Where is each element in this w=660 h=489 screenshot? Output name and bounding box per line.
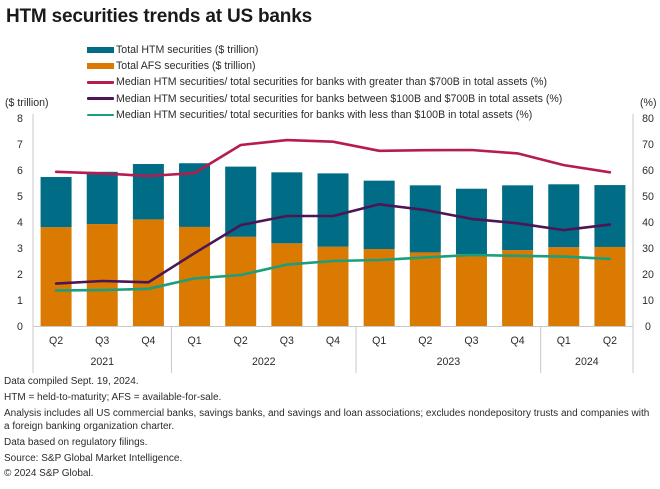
x-tick-label: Q2: [418, 335, 432, 347]
line-small: [54, 253, 612, 292]
legend-swatch-mid: [87, 97, 114, 100]
bar-afs: [40, 227, 72, 326]
left-tick-label: 3: [17, 243, 23, 255]
bar-afs: [363, 249, 395, 326]
right-tick-label: 70: [642, 139, 654, 151]
bar-afs: [132, 219, 164, 326]
right-tick-label: 30: [642, 243, 654, 255]
left-tick-label: 4: [17, 217, 23, 229]
x-tick-label: Q4: [511, 335, 525, 347]
legend-label-small: Median HTM securities/ total securities …: [116, 108, 533, 121]
footnote-data-basis: Data based on regulatory filings.: [4, 436, 148, 448]
left-axis-unit: ($ trillion): [5, 97, 49, 109]
legend-label-large: Median HTM securities/ total securities …: [116, 76, 548, 89]
left-tick-label: 8: [17, 113, 23, 125]
legend-swatch-small: [87, 113, 114, 117]
left-tick-label: 7: [17, 139, 23, 151]
bar-afs: [86, 224, 118, 326]
year-label: 2021: [90, 356, 114, 368]
bar-htm: [455, 188, 487, 254]
legend: Total HTM securities ($ trillion) Total …: [87, 42, 562, 123]
x-tick-label: Q1: [372, 335, 386, 347]
bar-htm: [132, 164, 164, 220]
right-tick-label: 80: [642, 113, 654, 125]
year-label: 2024: [575, 356, 599, 368]
footnotes: Data compiled Sept. 19, 2024. HTM = held…: [4, 375, 654, 483]
right-tick-label: 50: [642, 191, 654, 203]
bar-htm: [548, 184, 580, 248]
bar-afs: [502, 250, 534, 326]
bar-afs: [455, 253, 487, 326]
bar-htm: [86, 171, 118, 225]
bar-htm: [317, 173, 349, 247]
legend-item-mid: Median HTM securities/ total securities …: [87, 91, 562, 107]
x-tick-label: Q4: [326, 335, 340, 347]
x-tick-label: Q1: [187, 335, 201, 347]
left-tick-label: 6: [17, 165, 23, 177]
x-tick-label: Q3: [464, 335, 478, 347]
right-tick-label: 10: [642, 295, 654, 307]
legend-item-afs: Total AFS securities ($ trillion): [87, 58, 562, 74]
x-tick-label: Q3: [280, 335, 294, 347]
footnote-analysis: Analysis includes all US commercial bank…: [4, 407, 650, 432]
left-tick-label: 5: [17, 191, 23, 203]
x-tick-label: Q1: [557, 335, 571, 347]
year-label: 2022: [252, 356, 276, 368]
chart-title: HTM securities trends at US banks: [6, 6, 312, 27]
left-tick-label: 0: [17, 321, 23, 333]
line-large: [54, 138, 612, 178]
left-tick-label: 1: [17, 295, 23, 307]
left-tick-label: 2: [17, 269, 23, 281]
legend-label-mid: Median HTM securities/ total securities …: [116, 92, 563, 105]
year-label: 2023: [437, 356, 461, 368]
right-tick-label: 40: [642, 217, 654, 229]
legend-label-htm: Total HTM securities ($ trillion): [116, 44, 259, 57]
line-mid: [54, 203, 612, 285]
x-tick-label: Q2: [234, 335, 248, 347]
bar-afs: [225, 236, 257, 326]
x-tick-label: Q2: [49, 335, 63, 347]
x-tick-label: Q2: [603, 335, 617, 347]
legend-item-htm: Total HTM securities ($ trillion): [87, 42, 562, 58]
legend-label-afs: Total AFS securities ($ trillion): [116, 60, 256, 73]
legend-swatch-large: [87, 81, 114, 84]
bar-htm: [40, 177, 72, 228]
bar-htm: [502, 185, 534, 251]
x-tick-label: Q4: [141, 335, 155, 347]
bar-htm: [363, 180, 395, 250]
bar-afs: [317, 246, 349, 326]
legend-swatch-afs: [87, 63, 114, 70]
x-tick-label: Q3: [95, 335, 109, 347]
right-tick-label: 0: [645, 321, 651, 333]
right-tick-label: 20: [642, 269, 654, 281]
bar-afs: [271, 243, 303, 326]
footnote-date: Data compiled Sept. 19, 2024.: [4, 376, 139, 387]
bar-htm: [271, 172, 303, 244]
legend-swatch-htm: [87, 47, 114, 54]
footnote-abbreviations: HTM = held-to-maturity; AFS = available-…: [4, 391, 222, 403]
right-axis-unit: (%): [640, 97, 657, 109]
bar-afs: [409, 252, 441, 326]
footnote-source: Source: S&P Global Market Intelligence.: [4, 452, 183, 464]
bar-htm: [594, 185, 626, 247]
right-tick-label: 60: [642, 165, 654, 177]
legend-item-large: Median HTM securities/ total securities …: [87, 74, 562, 90]
bar-htm: [409, 185, 441, 253]
legend-item-small: Median HTM securities/ total securities …: [87, 107, 562, 123]
footnote-copyright: © 2024 S&P Global.: [4, 468, 94, 480]
bar-afs: [548, 247, 580, 326]
